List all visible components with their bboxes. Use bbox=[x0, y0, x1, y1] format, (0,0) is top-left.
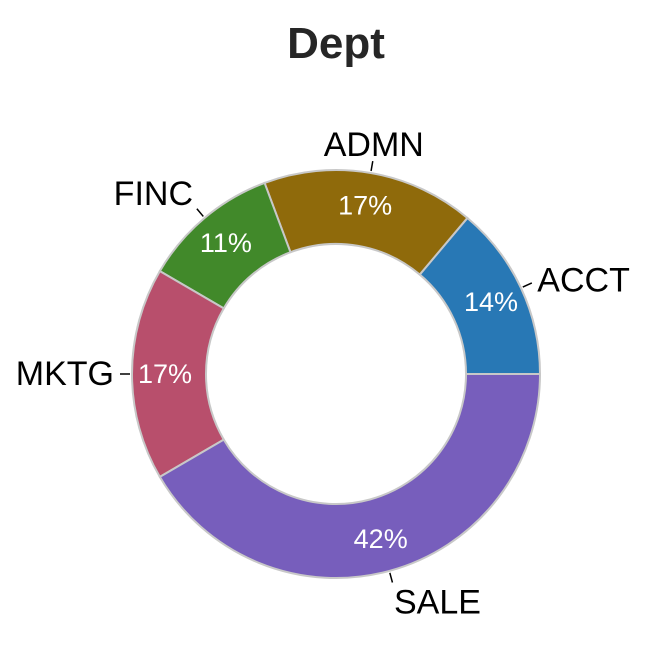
slice-label-admn: ADMN bbox=[324, 126, 424, 164]
slice-sale bbox=[158, 373, 542, 579]
pct-label-mktg: 17% bbox=[138, 359, 192, 389]
slice-label-finc: FINC bbox=[114, 175, 193, 213]
leader-line-finc bbox=[196, 208, 204, 217]
slice-label-mktg: MKTG bbox=[16, 355, 114, 393]
slices-layer bbox=[131, 169, 542, 579]
slice-label-acct: ACCT bbox=[537, 261, 630, 299]
leader-line-acct bbox=[522, 282, 533, 288]
pct-label-acct: 14% bbox=[464, 287, 518, 317]
leader-line-admn bbox=[370, 161, 374, 172]
slice-label-sale: SALE bbox=[394, 583, 481, 621]
pct-label-finc: 11% bbox=[200, 228, 252, 258]
pct-label-sale: 42% bbox=[354, 524, 408, 554]
leader-line-sale bbox=[389, 572, 394, 583]
pct-label-admn: 17% bbox=[338, 190, 392, 220]
labels-layer: 14% ACCT 17% ADMN 11%FINC 17% MKTG 42% SALE bbox=[16, 126, 630, 621]
chart-title: Dept bbox=[287, 19, 385, 68]
